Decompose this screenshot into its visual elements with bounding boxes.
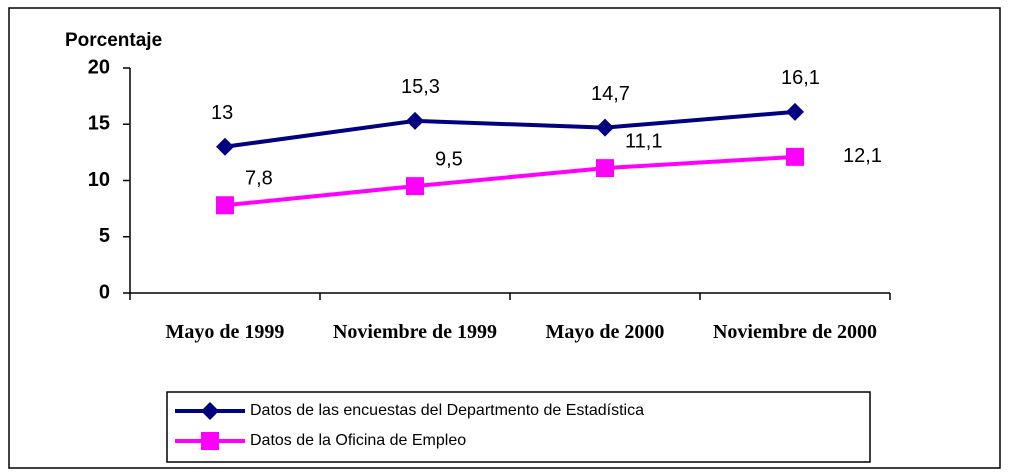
series-line: [224, 109, 796, 149]
legend-label: Datos de la Oficina de Empleo: [250, 432, 466, 449]
marker: [596, 159, 614, 178]
series-line: [224, 154, 796, 208]
y-axis-label: Porcentaje: [65, 30, 162, 51]
marker: [201, 432, 219, 450]
marker: [201, 402, 219, 420]
marker: [596, 118, 614, 137]
x-tick-label: Noviembre de 2000: [712, 321, 878, 343]
marker: [786, 102, 804, 121]
legend: [166, 391, 871, 463]
data-label: 11,1: [625, 130, 662, 152]
x-tick-label: Mayo de 2000: [545, 321, 665, 343]
data-label: 14,7: [591, 83, 630, 105]
data-label: 7,8: [245, 168, 273, 190]
x-tick-label: Noviembre de 1999: [332, 321, 498, 343]
marker: [406, 111, 424, 130]
marker: [406, 177, 424, 196]
marker: [216, 196, 234, 215]
y-tick-label: 15: [88, 113, 110, 135]
legend-label: Datos de las encuestas del Departmento d…: [250, 402, 644, 419]
data-label: 12,1: [843, 145, 882, 167]
x-tick-label: Mayo de 1999: [165, 321, 285, 343]
y-tick-label: 5: [99, 225, 110, 247]
y-tick-label: 10: [88, 169, 110, 191]
data-label: 16,1: [781, 67, 820, 89]
marker: [786, 147, 804, 166]
y-tick-label: 20: [88, 56, 110, 78]
marker: [216, 137, 234, 156]
data-label: 9,5: [435, 148, 463, 170]
y-tick-label: 0: [99, 281, 110, 303]
data-label: 15,3: [401, 76, 440, 98]
data-label: 13: [211, 102, 233, 124]
